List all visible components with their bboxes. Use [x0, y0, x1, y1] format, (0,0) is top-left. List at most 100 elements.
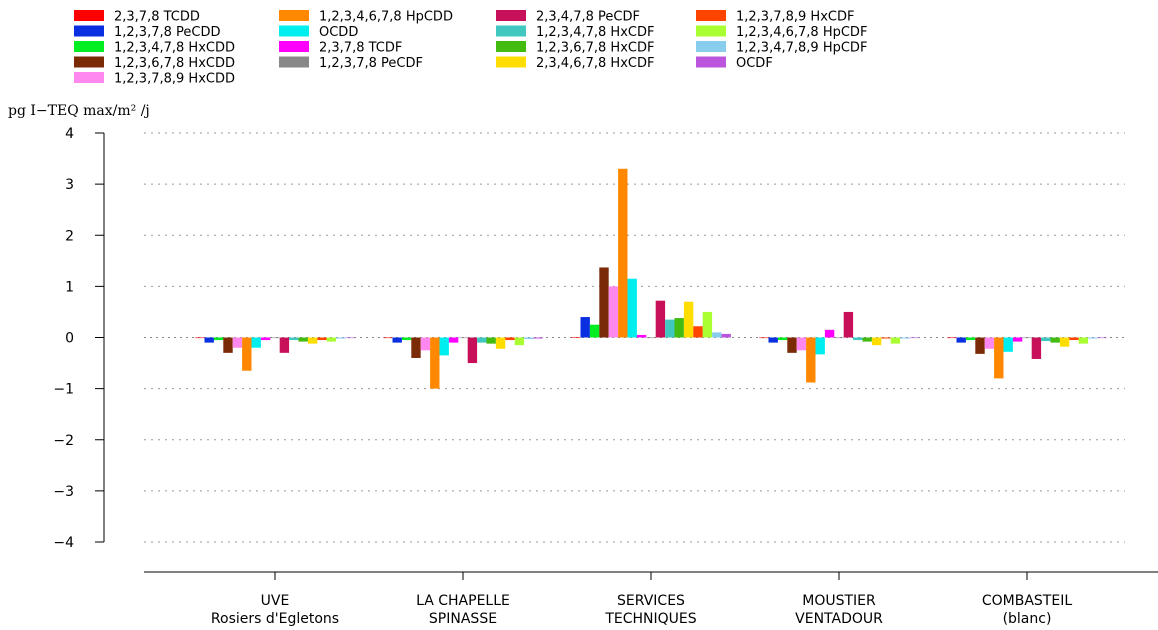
bar [279, 337, 290, 353]
x-tick-label: (blanc) [1003, 611, 1052, 627]
y-tick-label: 1 [65, 279, 74, 295]
bar [665, 319, 675, 338]
bar [693, 326, 703, 338]
bar [524, 337, 534, 340]
bar [881, 337, 891, 339]
bar [448, 337, 459, 343]
bar [806, 337, 816, 383]
bar [571, 336, 581, 338]
bar [1078, 337, 1089, 344]
legend-swatch [74, 72, 104, 83]
bar [965, 337, 976, 341]
legend-label: 2,3,7,8 TCDD [114, 10, 200, 25]
bar [702, 311, 713, 338]
legend-label: 2,3,4,6,7,8 HxCDF [536, 56, 654, 71]
bar [307, 337, 318, 344]
legend-item: 1,2,3,4,7,8 HxCDD [74, 41, 235, 56]
legend-item: 1,2,3,7,8,9 HxCDD [74, 72, 235, 87]
bar [627, 278, 637, 338]
legend-swatch [696, 41, 726, 52]
legend-swatch [279, 10, 309, 21]
bar [1041, 337, 1051, 342]
legend-item: 2,3,4,7,8 PeCDF [496, 10, 640, 25]
x-tick-label: SPINASSE [429, 611, 497, 627]
bar [392, 337, 402, 343]
bar [195, 337, 205, 339]
bar [223, 337, 233, 353]
bar [467, 337, 478, 364]
bar [204, 337, 214, 343]
bar [655, 300, 666, 338]
legend-label: 1,2,3,4,7,8,9 HpCDF [736, 41, 867, 56]
bar [947, 337, 957, 339]
bar [646, 337, 656, 339]
bar [712, 332, 722, 338]
bar [909, 337, 919, 339]
legend-swatch [74, 56, 104, 68]
bar [1003, 337, 1013, 352]
bar [834, 337, 844, 339]
bar [458, 337, 468, 339]
legend-label: 1,2,3,6,7,8 HxCDD [114, 56, 235, 71]
y-tick-label: 2 [65, 228, 74, 244]
legend-item: OCDD [279, 25, 358, 40]
bar [260, 337, 271, 341]
bar [477, 337, 487, 343]
bar [298, 337, 308, 342]
legend-label: 1,2,3,4,6,7,8 HpCDF [736, 25, 867, 40]
bar [759, 337, 769, 339]
legend-item: 1,2,3,4,6,7,8 HpCDF [696, 25, 867, 40]
bar [618, 168, 628, 338]
bar [213, 337, 224, 341]
bar [495, 337, 506, 349]
x-tick-label: VENTADOUR [795, 611, 883, 627]
legend-label: 2,3,7,8 TCDF [319, 41, 402, 56]
bar [345, 337, 355, 339]
bar [336, 337, 346, 339]
bar [824, 329, 835, 338]
legend-item: 1,2,3,4,6,7,8 HpCDD [279, 10, 453, 25]
y-tick-label: −3 [53, 484, 74, 500]
bar [853, 337, 863, 341]
legend-label: 1,2,3,7,8,9 HxCDD [114, 72, 235, 87]
legend-item: 1,2,3,6,7,8 HxCDF [496, 41, 654, 56]
y-tick-label: 3 [65, 177, 74, 193]
legend-item: OCDF [696, 56, 773, 71]
legend-label: 1,2,3,7,8 PeCDD [114, 25, 221, 40]
bar [317, 337, 327, 341]
legend-label: OCDF [736, 56, 773, 71]
bar [777, 337, 788, 341]
y-axis-label: pg I−TEQ max/m² /j [8, 103, 150, 119]
bar [1069, 337, 1079, 341]
bar [430, 337, 440, 389]
legend-item: 2,3,7,8 TCDD [74, 10, 200, 25]
bar [270, 337, 280, 339]
bar [505, 337, 515, 341]
bar [796, 337, 807, 351]
bar [871, 337, 882, 346]
legend-item: 2,3,7,8 TCDF [279, 41, 402, 56]
x-ticks: UVE Rosiers d'Egletons LA CHAPELLE SPINASSE… [211, 572, 1072, 627]
bar [533, 337, 543, 339]
bar [956, 337, 966, 343]
x-tick-label: MOUSTIER [802, 593, 876, 609]
bar [251, 337, 261, 348]
legend-swatch [696, 56, 726, 68]
legend-item: 2,3,4,6,7,8 HxCDF [496, 56, 654, 71]
legend-item: 1,2,3,7,8 PeCDF [279, 56, 423, 71]
y-tick-label: 4 [65, 126, 74, 142]
legend-swatch [496, 56, 526, 68]
bar [721, 333, 731, 338]
bar [636, 334, 647, 338]
bar [975, 337, 985, 354]
legend-swatch [279, 41, 309, 52]
x-tick-label: LA CHAPELLE [416, 593, 510, 609]
bar [843, 311, 854, 338]
legend-item: 1,2,3,7,8 PeCDD [74, 25, 221, 40]
y-tick-label: 0 [65, 331, 74, 347]
bar [674, 318, 684, 338]
bar [608, 286, 619, 338]
bar [1012, 337, 1023, 342]
y-tick-label: −1 [53, 382, 74, 398]
bar [862, 337, 872, 342]
